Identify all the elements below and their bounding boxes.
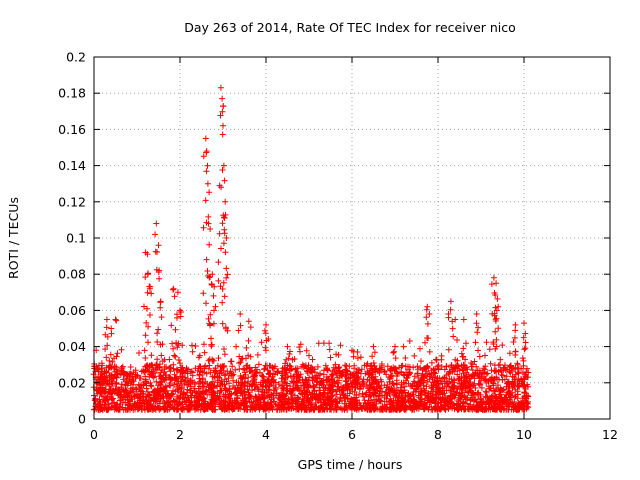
y-tick-label: 0.1 (66, 231, 86, 246)
x-tick-label: 12 (602, 427, 618, 442)
x-tick-label: 0 (90, 427, 98, 442)
chart-title: Day 263 of 2014, Rate Of TEC Index for r… (184, 20, 516, 35)
grid (94, 57, 610, 419)
x-axis-label: GPS time / hours (298, 457, 403, 472)
y-tick-label: 0.08 (58, 267, 86, 282)
axis-ticks (93, 56, 611, 420)
y-tick-label: 0 (78, 412, 86, 427)
roti-points (90, 84, 532, 413)
y-tick-label: 0.16 (58, 122, 86, 137)
data-points (90, 84, 532, 413)
y-tick-label: 0.12 (58, 194, 86, 209)
x-tick-label: 6 (348, 427, 356, 442)
y-tick-label: 0.02 (58, 375, 86, 390)
y-tick-label: 0.06 (58, 303, 86, 318)
x-tick-label: 8 (434, 427, 442, 442)
x-tick-labels: 0 2 4 6 8 10 12 (90, 427, 618, 442)
x-tick-label: 2 (176, 427, 184, 442)
y-tick-label: 0.2 (66, 50, 86, 65)
y-tick-label: 0.04 (58, 339, 86, 354)
x-tick-label: 4 (262, 427, 270, 442)
y-tick-labels: 0 0.02 0.04 0.06 0.08 0.1 0.12 0.14 0.16 0.18 0.2 (58, 50, 86, 427)
y-axis-label: ROTI / TECUs (6, 197, 21, 279)
y-tick-label: 0.18 (58, 86, 86, 101)
y-tick-label: 0.14 (58, 158, 86, 173)
x-tick-label: 10 (516, 427, 532, 442)
